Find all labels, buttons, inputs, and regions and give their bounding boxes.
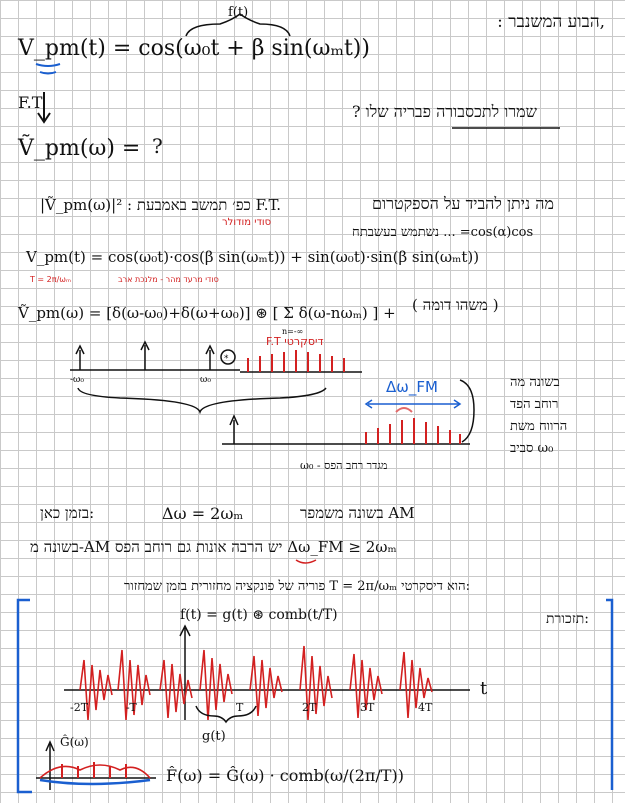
equation-vpm-freq: Ṽ_pm(ω) = bbox=[18, 136, 141, 161]
period-note: T = 2π/ωₘ bbox=[30, 275, 71, 284]
sum-lower-limit: n=-∞ bbox=[282, 327, 304, 336]
spectrum-question-eq: |Ṽ_pm(ω)|² : כפ׳ תמשב באמבעת F.T. bbox=[40, 196, 282, 214]
am-bandwidth-eq: Δω = 2ωₘ bbox=[162, 504, 244, 523]
periodic-fourier-note: פוריה של פונקציה מחזורית בזמן שמחזור T =… bbox=[124, 579, 470, 594]
am-right-note: בזמן כאן: bbox=[40, 504, 95, 522]
axis3-t-label: t bbox=[480, 678, 488, 699]
equation-expanded: V_pm(t) = cos(ω₀t)·cos(β sin(ωₘt)) + sin… bbox=[26, 248, 480, 266]
convolution-comb-eq: f(t) = g(t) ⊛ comb(t/T) bbox=[180, 607, 338, 623]
axis1-label-pos: ω₀ bbox=[200, 375, 211, 385]
spectrum-question-he: מה ניתן להביד על הספקטרום bbox=[372, 194, 554, 213]
equation-vpm-time: V_pm(t) = cos(ω₀t + β sin(ωₘt)) bbox=[18, 36, 370, 61]
axis3-tick-2T: 2T bbox=[302, 701, 317, 714]
identity-note: נשתמש בעשבתח ... =cos(α)cos bbox=[352, 225, 534, 240]
fourier-comb-eq: F̂(ω) = Ĝ(ω) · comb(ω/(2π/T)) bbox=[166, 766, 404, 785]
modulator-note: סודי מודולר bbox=[222, 217, 272, 228]
am-note-he: בשונה משמפר AM bbox=[300, 504, 415, 522]
G-hat-label: Ĝ(ω) bbox=[60, 735, 89, 749]
g-of-t-label: g(t) bbox=[202, 729, 226, 744]
reminder-he: תזכורת: bbox=[546, 611, 589, 627]
axis1-label-neg: -ω₀ bbox=[70, 375, 84, 385]
svg-text:*: * bbox=[224, 354, 229, 364]
discrete-ft-note: F.T דיסקרטי bbox=[266, 335, 324, 348]
side-note-4: סביב ω₀ bbox=[510, 441, 554, 456]
axis3-tick-T: T bbox=[236, 701, 244, 714]
question-hebrew: ? שמרו לתכסבורה פבריה שלו bbox=[352, 102, 537, 121]
axis3-tick-3T: 3T bbox=[360, 701, 375, 714]
axis3-tick-4T: 4T bbox=[418, 701, 433, 714]
equation-convolution: Ṽ_pm(ω) = [δ(ω-ω₀)+δ(ω+ω₀)] ⊛ [ Σ δ(ω-nω… bbox=[18, 304, 396, 322]
axis3-tick-neg2T: -2T bbox=[70, 701, 89, 714]
axis2-label: ω₀ - מגדר רחב הפס bbox=[300, 459, 388, 472]
question-mark: ? bbox=[152, 134, 163, 158]
axis3-tick-negT: -T bbox=[126, 701, 137, 714]
ft-arrow-label: F.T bbox=[18, 93, 43, 112]
side-note-1: בשונה מה bbox=[510, 375, 560, 390]
modulator-small-note: סודי מרעד מהר - מלנכת ארב bbox=[118, 275, 219, 284]
side-note-2: רוחב הפד bbox=[510, 397, 559, 412]
similar-bracket: ( משהו דומה ) bbox=[412, 296, 499, 314]
page-heading: ,הבוע המשנבר : bbox=[497, 12, 605, 32]
side-note-3: הרווח משת bbox=[510, 419, 568, 434]
fm-bandwidth-note: בשונה מ-AM יש הרבה אונות גם רוחב הפס Δω_… bbox=[30, 538, 397, 556]
delta-omega-fm-label: Δω_FM bbox=[386, 378, 438, 396]
